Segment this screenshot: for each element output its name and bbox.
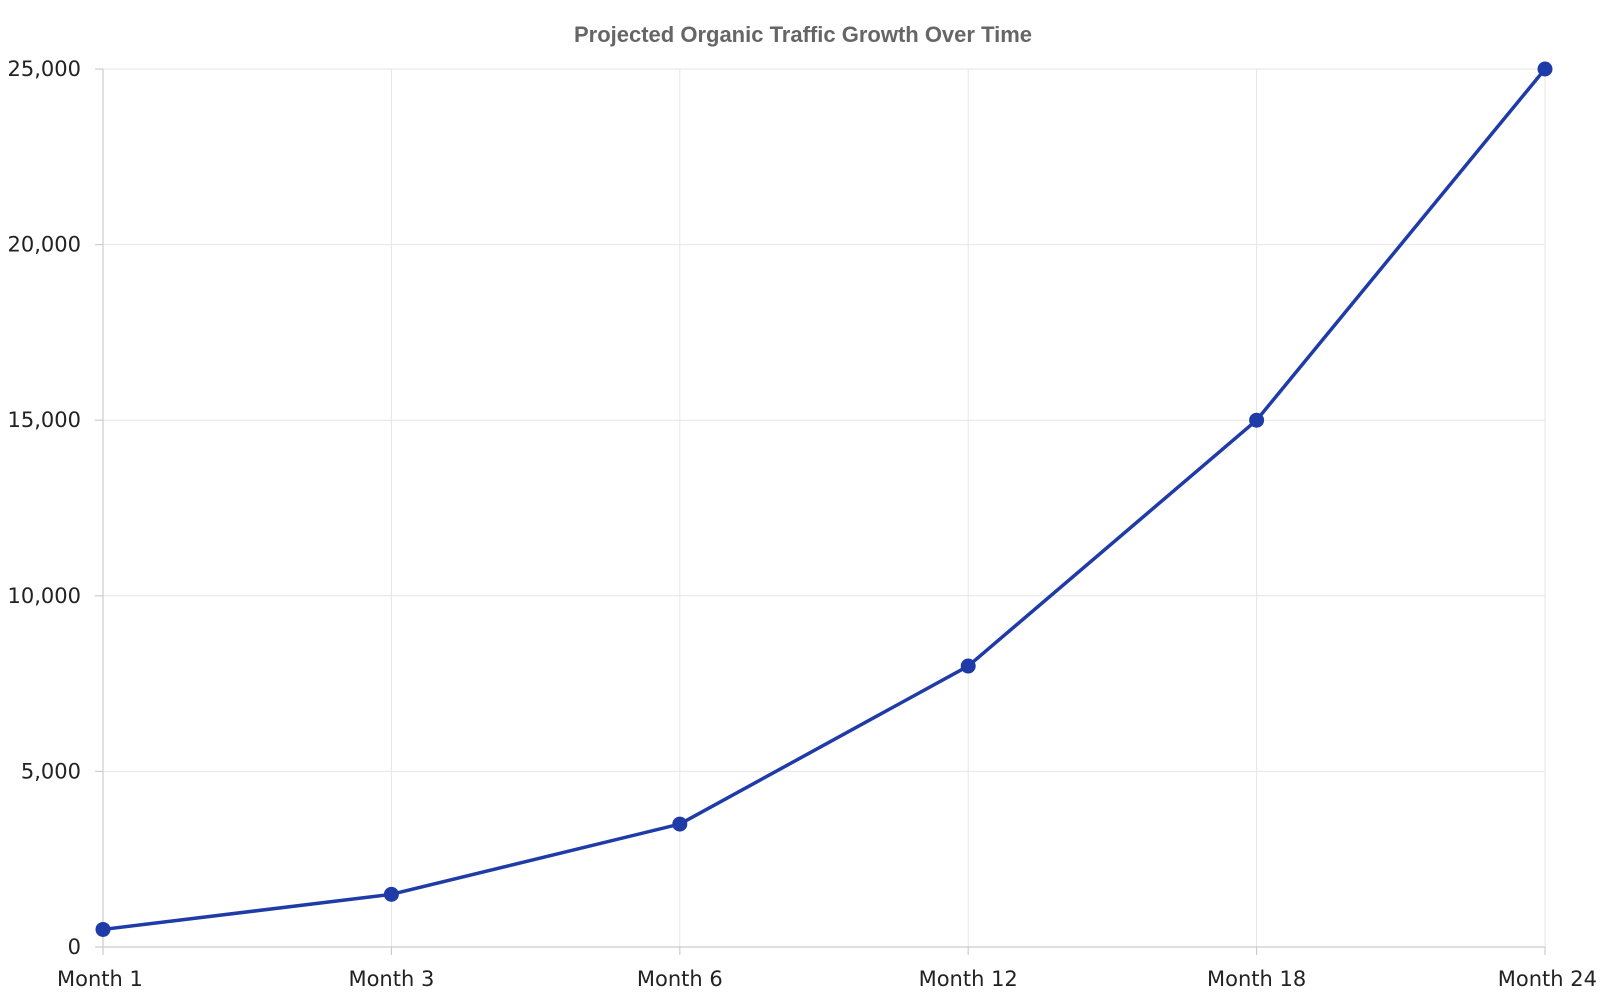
chart-title: Projected Organic Traffic Growth Over Ti… (574, 22, 1032, 47)
series-line (101, 67, 1547, 932)
x-tick-label: Month 18 (1207, 967, 1306, 991)
x-tick-label: Month 6 (637, 967, 723, 991)
axes (102, 69, 1545, 948)
y-tick-label: 5,000 (21, 759, 81, 783)
y-tick-label: 10,000 (8, 584, 81, 608)
x-tick-label: Month 12 (919, 967, 1018, 991)
x-tick-label: Month 24 (1498, 967, 1597, 991)
data-point[interactable] (383, 886, 399, 902)
data-point[interactable] (672, 816, 688, 832)
y-tick-label: 20,000 (8, 233, 81, 257)
y-tick-label: 25,000 (8, 57, 81, 81)
data-point[interactable] (1249, 412, 1265, 428)
series (95, 61, 1553, 937)
y-axis-ticks: 0 5,000 10,000 15,000 20,000 25,000 (8, 57, 103, 959)
data-point[interactable] (95, 921, 111, 937)
grid (103, 68, 1546, 947)
data-point[interactable] (1537, 61, 1553, 77)
y-tick-label: 0 (68, 935, 81, 959)
x-tick-label: Month 1 (57, 967, 143, 991)
data-point[interactable] (960, 658, 976, 674)
x-tick-label: Month 3 (348, 967, 434, 991)
x-axis-ticks: Month 1 Month 3 Month 6 Month 12 Month 18 Mon… (57, 947, 1597, 991)
y-tick-label: 15,000 (8, 408, 81, 432)
